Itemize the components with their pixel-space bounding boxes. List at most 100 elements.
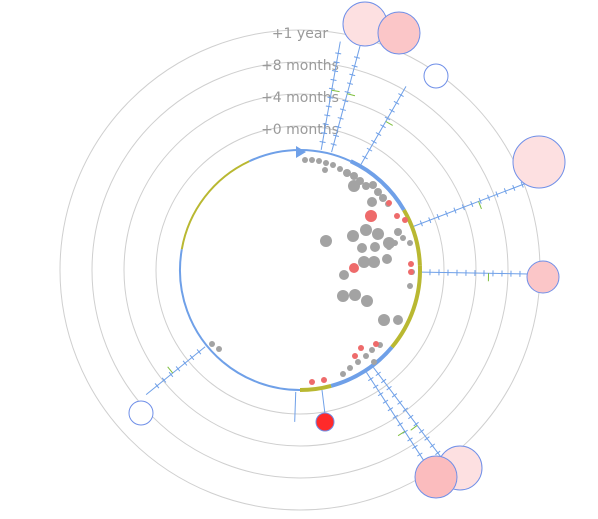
gray-dot[interactable] xyxy=(369,181,377,189)
gray-dot[interactable] xyxy=(216,346,222,352)
gray-dot[interactable] xyxy=(378,314,390,326)
spoke-lower-right-1-tick xyxy=(391,393,398,398)
gray-dot[interactable] xyxy=(383,237,395,249)
spoke-top-1-tick xyxy=(321,132,328,135)
gray-dot[interactable] xyxy=(309,157,315,163)
gray-dot[interactable] xyxy=(407,283,413,289)
red-dot[interactable] xyxy=(408,261,414,267)
gray-dot[interactable] xyxy=(357,243,367,253)
bubble-right-large[interactable] xyxy=(512,135,566,189)
bubble-left[interactable] xyxy=(128,400,154,426)
spoke-top-2-tick xyxy=(335,125,342,129)
spoke-top-2-tick xyxy=(339,108,346,111)
gray-dot[interactable] xyxy=(209,341,215,347)
gray-dot[interactable] xyxy=(355,359,361,365)
gray-dot[interactable] xyxy=(340,371,346,377)
gray-dot[interactable] xyxy=(361,295,373,307)
bubble-top-small[interactable] xyxy=(423,63,449,89)
gray-dot[interactable] xyxy=(363,353,369,359)
red-dot[interactable] xyxy=(349,263,359,273)
spoke-lower-right-2-tick xyxy=(377,392,384,397)
gray-dot[interactable] xyxy=(407,240,413,246)
gray-dot[interactable] xyxy=(362,182,370,190)
spoke-lower-right-1-tick xyxy=(435,450,441,456)
timeline-arcs xyxy=(179,146,422,392)
event-dots[interactable] xyxy=(209,157,415,432)
spoke-lower-right-2-tick xyxy=(387,407,394,412)
outer-bubbles[interactable] xyxy=(128,1,566,499)
gray-dot[interactable] xyxy=(369,347,375,353)
bubble-bottom-right-front[interactable] xyxy=(414,455,458,499)
red-dot[interactable] xyxy=(309,379,315,385)
spoke-right-upper-tick xyxy=(419,220,423,227)
gray-dot[interactable] xyxy=(322,167,328,173)
spoke-top-1-tick xyxy=(330,78,337,81)
ring-1 xyxy=(123,93,477,447)
spoke-top-2-tick xyxy=(332,134,340,137)
gray-dot[interactable] xyxy=(382,254,392,264)
spoke-lower-left-tick xyxy=(168,371,174,378)
red-dot[interactable] xyxy=(373,341,379,347)
gray-dot[interactable] xyxy=(337,290,349,302)
spoke-lower-right-1-tick xyxy=(418,429,425,434)
arc-segment-blue-left xyxy=(179,248,224,363)
gray-dot[interactable] xyxy=(347,365,353,371)
gray-dot[interactable] xyxy=(360,224,372,236)
red-dot[interactable] xyxy=(408,269,414,275)
spoke-top-1-tick xyxy=(319,140,326,143)
gray-dot[interactable] xyxy=(316,158,322,164)
spoke-top-2-tick xyxy=(346,82,353,85)
gray-dot[interactable] xyxy=(374,188,382,196)
gray-dot[interactable] xyxy=(386,244,392,250)
gray-dot[interactable] xyxy=(339,270,349,280)
gray-dot[interactable] xyxy=(320,235,332,247)
spoke-lower-left-tick xyxy=(154,383,160,389)
spoke-right-upper-tick xyxy=(478,197,482,204)
gray-dot[interactable] xyxy=(368,256,380,268)
gray-dot[interactable] xyxy=(347,230,359,242)
red-dot[interactable] xyxy=(386,200,392,206)
ring-0 xyxy=(155,125,445,415)
spoke-top-3-tick xyxy=(375,132,382,136)
gray-dot[interactable] xyxy=(330,162,336,168)
spoke-top-3-tick xyxy=(393,100,400,105)
gray-dot[interactable] xyxy=(367,197,377,207)
gray-dot[interactable] xyxy=(393,315,403,325)
gray-dot[interactable] xyxy=(371,359,377,365)
gray-dot[interactable] xyxy=(343,169,351,177)
gray-dot[interactable] xyxy=(302,157,308,163)
gray-dot[interactable] xyxy=(348,180,360,192)
gray-dot[interactable] xyxy=(350,172,358,180)
highlight-red-dot[interactable] xyxy=(315,412,335,432)
gray-dot[interactable] xyxy=(349,289,361,301)
ring-labels: +1 year +8 months +4 months +0 months xyxy=(261,26,339,138)
spoke-lower-right-2-tick xyxy=(397,422,404,427)
spoke-top-2-green-tick xyxy=(347,93,356,97)
red-dot[interactable] xyxy=(402,217,408,223)
gray-dot[interactable] xyxy=(323,160,329,166)
gray-dot[interactable] xyxy=(394,228,402,236)
spoke-right-upper-tick xyxy=(461,204,465,211)
gray-dot[interactable] xyxy=(392,240,398,246)
bubble-right[interactable] xyxy=(526,260,560,294)
gray-dot[interactable] xyxy=(370,242,380,252)
red-dot[interactable] xyxy=(394,213,400,219)
arc-segment-blue-bottom xyxy=(222,361,301,391)
gray-dot[interactable] xyxy=(358,256,370,268)
arc-segment-olive-right xyxy=(402,209,422,266)
spoke-right-upper xyxy=(413,180,532,227)
ring-label-8-months: +8 months xyxy=(261,58,339,74)
red-dot[interactable] xyxy=(365,210,377,222)
start-arrow-icon xyxy=(296,146,306,158)
spoke-lower-right-1-tick xyxy=(402,407,409,412)
red-dot[interactable] xyxy=(321,377,327,383)
gray-dot[interactable] xyxy=(400,235,406,241)
gray-dot[interactable] xyxy=(337,166,343,172)
red-dot[interactable] xyxy=(352,353,358,359)
gray-dot[interactable] xyxy=(379,194,387,202)
red-dot[interactable] xyxy=(358,345,364,351)
bubble-top-2[interactable] xyxy=(377,11,421,55)
spoke-right-upper-tick xyxy=(512,184,516,191)
gray-dot[interactable] xyxy=(372,228,384,240)
